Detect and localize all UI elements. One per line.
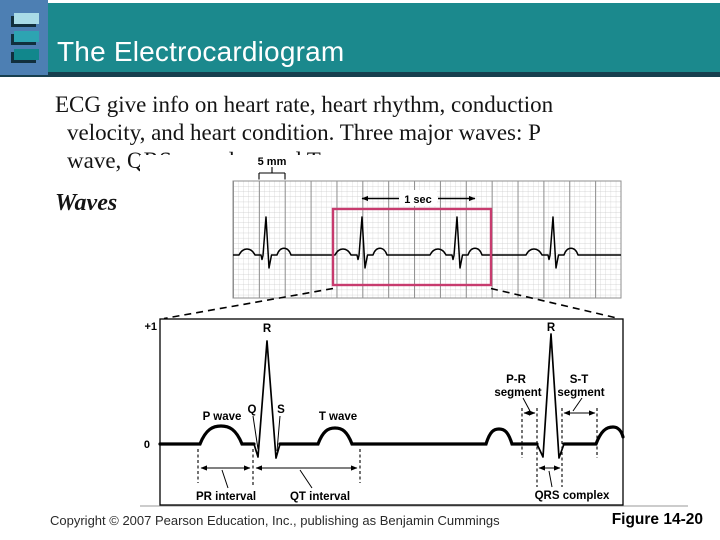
waves-heading: Waves bbox=[55, 190, 118, 216]
label-leader-lines bbox=[221, 397, 583, 489]
logo-bar-dark bbox=[14, 49, 39, 60]
qt-interval-label: QT interval bbox=[290, 491, 350, 503]
five-mm-marker bbox=[258, 167, 286, 180]
pr-segment-label-line1: P-R bbox=[506, 374, 527, 386]
body-text-line-2: velocity, and heart condition. Three maj… bbox=[67, 120, 541, 145]
pr-segment-label-line2: segment bbox=[494, 387, 541, 399]
zoom-connector-left bbox=[163, 287, 334, 320]
copyright-notice: Copyright © 2007 Pearson Education, Inc.… bbox=[50, 513, 500, 528]
title-bar-underline bbox=[0, 72, 720, 77]
pr-interval-label: PR interval bbox=[196, 491, 256, 503]
body-text-line-1: ECG give info on heart rate, heart rhyth… bbox=[55, 92, 554, 117]
p-wave-label: P wave bbox=[203, 411, 242, 423]
s-wave-label: S bbox=[277, 404, 285, 416]
s-leader-line bbox=[276, 415, 281, 452]
figure-number: Figure 14-20 bbox=[611, 511, 703, 528]
one-sec-marker: 1 sec bbox=[361, 190, 476, 206]
ecg-grid-border bbox=[232, 180, 622, 299]
r-wave-label-1: R bbox=[263, 323, 272, 335]
logo-bar-mid bbox=[14, 31, 39, 42]
interval-arrows bbox=[200, 410, 596, 471]
ecg-detail-diagram: +1 0 Millivolts R R Q S P wave T wave bbox=[144, 318, 625, 506]
st-segment-label-line2: segment bbox=[557, 387, 604, 399]
q-wave-label: Q bbox=[248, 404, 257, 416]
interval-guides bbox=[197, 408, 598, 487]
axis-max-label: +1 bbox=[144, 321, 157, 333]
qrs-complex-label: QRS complex bbox=[535, 490, 610, 502]
t-wave-label: T wave bbox=[319, 411, 357, 423]
highlight-rectangle bbox=[331, 207, 493, 287]
ecg-figure: 1 sec 5 mm +1 0 Millivolts bbox=[140, 155, 706, 507]
title-bar bbox=[0, 3, 720, 72]
q-leader-line bbox=[252, 415, 259, 450]
one-sec-label: 1 sec bbox=[404, 194, 432, 206]
detail-trace-qrs-2 bbox=[536, 333, 565, 459]
detail-trace-qrs-1 bbox=[253, 340, 281, 459]
zoom-connector-right bbox=[490, 287, 620, 320]
detail-trace-baseline bbox=[158, 424, 625, 446]
five-mm-label: 5 mm bbox=[258, 156, 287, 168]
logo-bar-light bbox=[14, 13, 39, 24]
slide-logo bbox=[0, 0, 48, 75]
r-wave-label-2: R bbox=[547, 322, 556, 334]
axis-zero-label: 0 bbox=[144, 439, 150, 451]
ecg-strip: 1 sec 5 mm bbox=[232, 156, 622, 299]
st-segment-label-line1: S-T bbox=[570, 374, 589, 386]
ecg-strip-trace bbox=[233, 216, 621, 269]
slide-title: The Electrocardiogram bbox=[57, 36, 345, 67]
